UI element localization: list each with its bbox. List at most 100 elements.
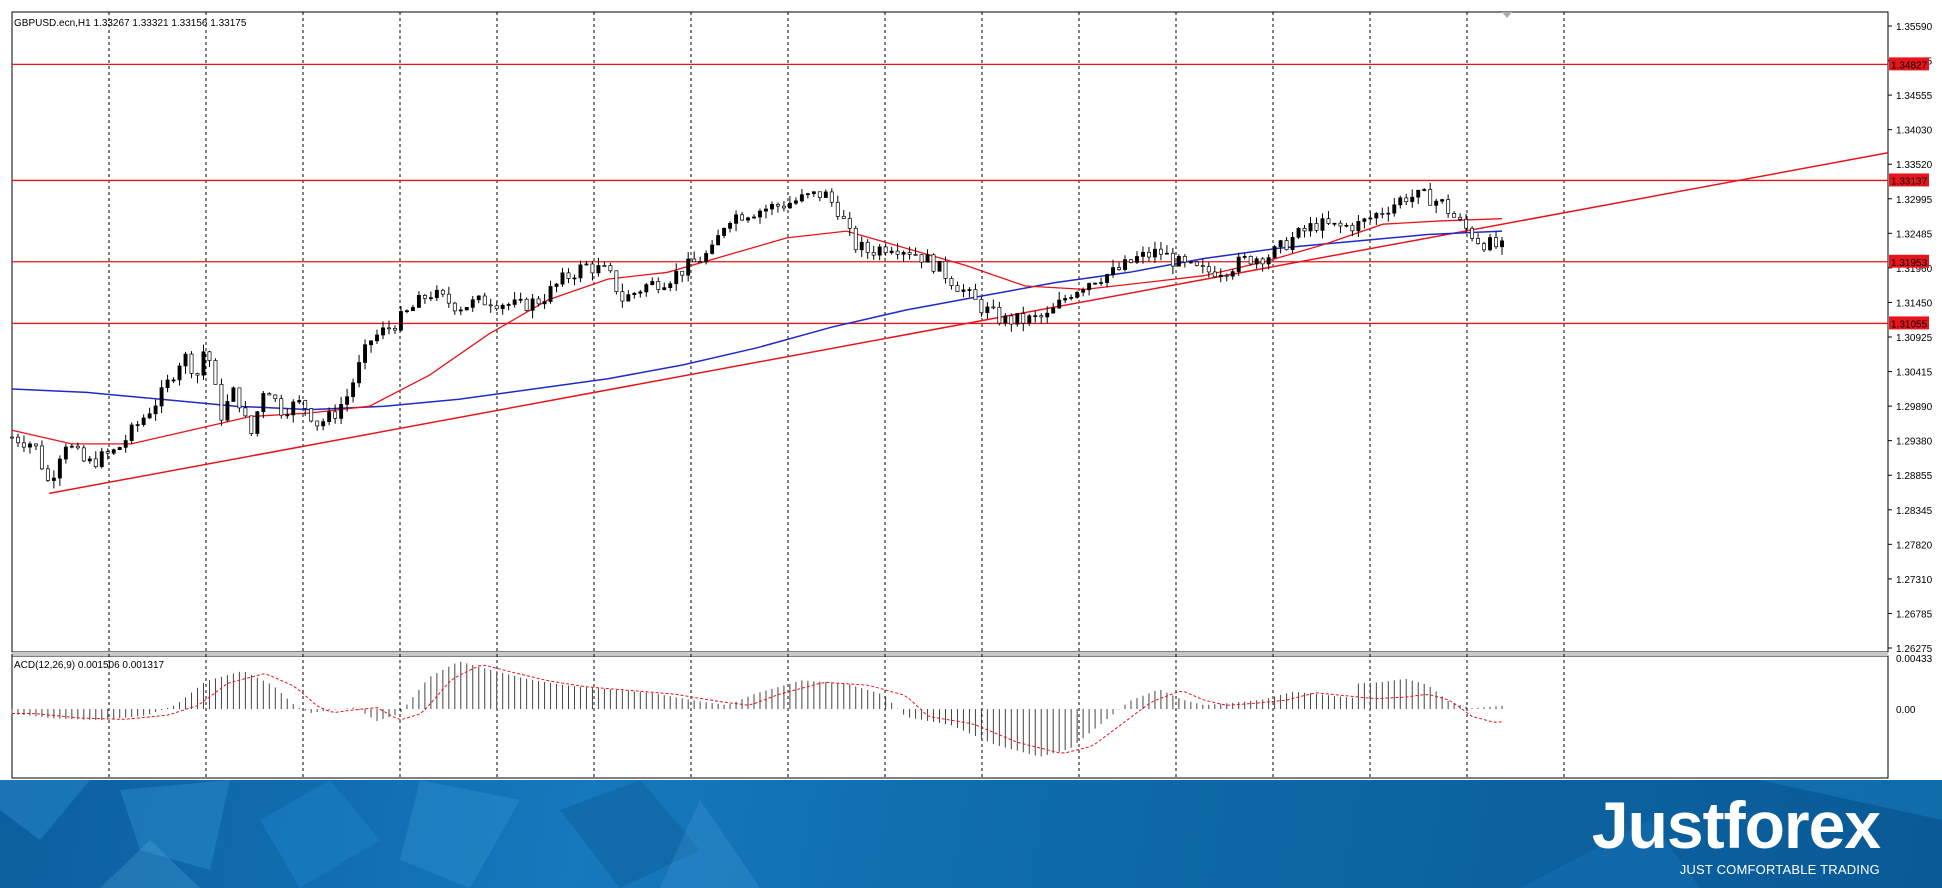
candle-body <box>1194 261 1199 266</box>
candle-body <box>1236 256 1241 272</box>
candle-body <box>123 440 128 448</box>
price-chart[interactable]: 1.355901.350651.345551.340301.335201.329… <box>0 0 1942 780</box>
candle-body <box>87 458 92 462</box>
candle-body <box>69 445 74 448</box>
candle-body <box>261 393 266 412</box>
candle-body <box>997 307 1002 324</box>
candle-body <box>758 210 762 218</box>
y-tick-label: 1.26785 <box>1896 609 1933 620</box>
candle-body <box>1129 259 1133 263</box>
candle-body <box>716 235 721 246</box>
candle-body <box>1260 258 1265 265</box>
candle-body <box>1356 221 1361 232</box>
chart-header-label: GBPUSD.ecn,H1 1.33267 1.33321 1.33156 1.… <box>14 18 247 29</box>
level-price-tag <box>1889 254 1929 268</box>
candle-body <box>1302 228 1307 232</box>
candle-body <box>165 379 170 389</box>
candle-body <box>608 265 613 272</box>
candle-body <box>273 394 278 400</box>
candle-body <box>859 241 864 251</box>
candle-body <box>925 254 930 263</box>
candle-body <box>835 201 840 217</box>
y-tick-label: 1.32485 <box>1896 229 1933 240</box>
candle-body <box>1176 256 1181 267</box>
candle-body <box>1362 218 1367 222</box>
candle-body <box>213 360 218 385</box>
candle-body <box>620 291 625 302</box>
candle-body <box>207 351 212 361</box>
candle-body <box>285 414 290 417</box>
candle-body <box>159 387 164 407</box>
candle-body <box>1392 204 1397 214</box>
candle-body <box>746 217 750 221</box>
candle-body <box>1320 218 1325 231</box>
candle-body <box>1063 298 1068 301</box>
candle-body <box>985 306 990 314</box>
candle-body <box>1350 224 1355 232</box>
candle-body <box>1308 223 1313 232</box>
candle-body <box>464 307 469 311</box>
candle-body <box>775 204 780 207</box>
candle-body <box>1141 251 1145 257</box>
candle-body <box>189 353 194 374</box>
candle-body <box>1458 216 1463 220</box>
y-tick-label: 1.31450 <box>1896 298 1933 309</box>
candle-body <box>237 387 242 409</box>
brand-logo: Justforex <box>1591 788 1881 862</box>
y-tick-label: 1.31960 <box>1896 264 1933 275</box>
candle-body <box>1284 240 1289 251</box>
candle-body <box>33 443 38 447</box>
candle-body <box>536 298 541 305</box>
candle-body <box>740 214 744 221</box>
candle-body <box>482 295 487 306</box>
candle-body <box>1374 213 1379 219</box>
candle-body <box>686 258 691 276</box>
candle-body <box>1015 313 1020 325</box>
candle-body <box>811 191 816 195</box>
candle-body <box>1152 248 1157 258</box>
candle-body <box>554 283 559 287</box>
y-tick-label: 1.28345 <box>1896 506 1933 517</box>
ma-slow-line <box>11 230 1503 411</box>
candle-body <box>799 194 804 202</box>
candle-body <box>1314 223 1319 231</box>
candle-body <box>1338 222 1343 227</box>
chart-area[interactable]: 1.355901.350651.345551.340301.335201.329… <box>0 0 1942 780</box>
candle-body <box>1440 199 1445 202</box>
candle-body <box>1027 315 1032 324</box>
candle-body <box>662 287 667 290</box>
y-tick-label: 1.27310 <box>1896 575 1933 586</box>
candle-body <box>793 200 798 204</box>
shift-marker-icon <box>1502 12 1512 18</box>
candle-body <box>1033 315 1038 318</box>
level-price-label: 1.34827 <box>1891 60 1928 71</box>
candle-body <box>225 401 230 421</box>
candle-body <box>1081 289 1086 293</box>
candle-body <box>548 286 553 302</box>
candle-body <box>1158 248 1163 255</box>
candle-body <box>1105 274 1110 283</box>
candle-body <box>1051 307 1056 314</box>
candle-body <box>327 411 332 422</box>
candle-body <box>889 250 894 253</box>
candle-body <box>1326 218 1331 224</box>
candle-body <box>177 365 182 381</box>
candle-body <box>345 396 350 405</box>
candle-body <box>524 298 529 311</box>
candle-body <box>1332 222 1337 225</box>
candle-body <box>267 393 272 396</box>
candle-body <box>249 415 254 434</box>
candle-body <box>865 241 870 253</box>
candle-body <box>931 254 936 272</box>
candle-body <box>357 362 362 384</box>
candle-body <box>458 309 463 312</box>
candle-body <box>488 304 493 307</box>
candle-body <box>410 307 415 312</box>
candle-body <box>440 289 445 295</box>
candle-body <box>602 265 607 267</box>
candle-body <box>363 344 368 363</box>
candle-body <box>333 411 338 419</box>
candle-body <box>770 204 774 210</box>
candle-body <box>404 310 409 313</box>
candle-body <box>979 299 984 314</box>
